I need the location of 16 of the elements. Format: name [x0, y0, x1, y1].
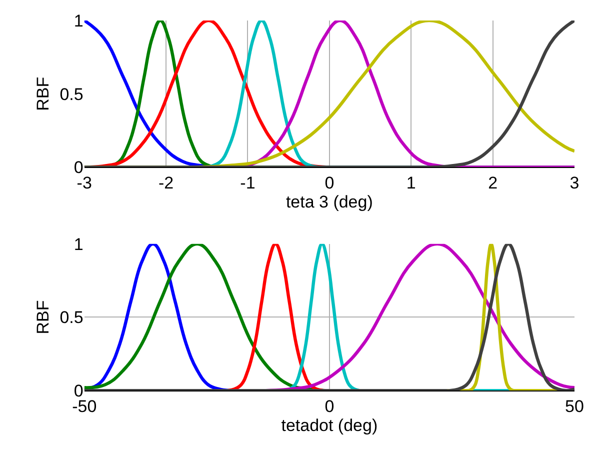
x-tick-label: 3: [570, 174, 580, 193]
y-axis-title: RBF: [33, 76, 52, 111]
x-axis-title: teta 3 (deg): [286, 192, 373, 212]
x-tick-label: 1: [406, 174, 416, 193]
y-tick-label: 1: [74, 11, 84, 30]
x-tick-label: -2: [158, 174, 174, 193]
x-tick-label: 0: [324, 396, 334, 416]
x-tick-label: 2: [488, 174, 498, 193]
y-tick-label: 0.5: [60, 84, 84, 104]
x-tick-label: 50: [565, 396, 584, 416]
y-axis-title: RBF: [33, 300, 52, 334]
x-axis-title: tetadot (deg): [281, 416, 378, 435]
y-tick-label: 1: [74, 234, 84, 254]
x-tick-label: 0: [324, 174, 334, 193]
x-tick-label: -1: [240, 174, 256, 193]
y-tick-label: 0.5: [60, 308, 84, 328]
